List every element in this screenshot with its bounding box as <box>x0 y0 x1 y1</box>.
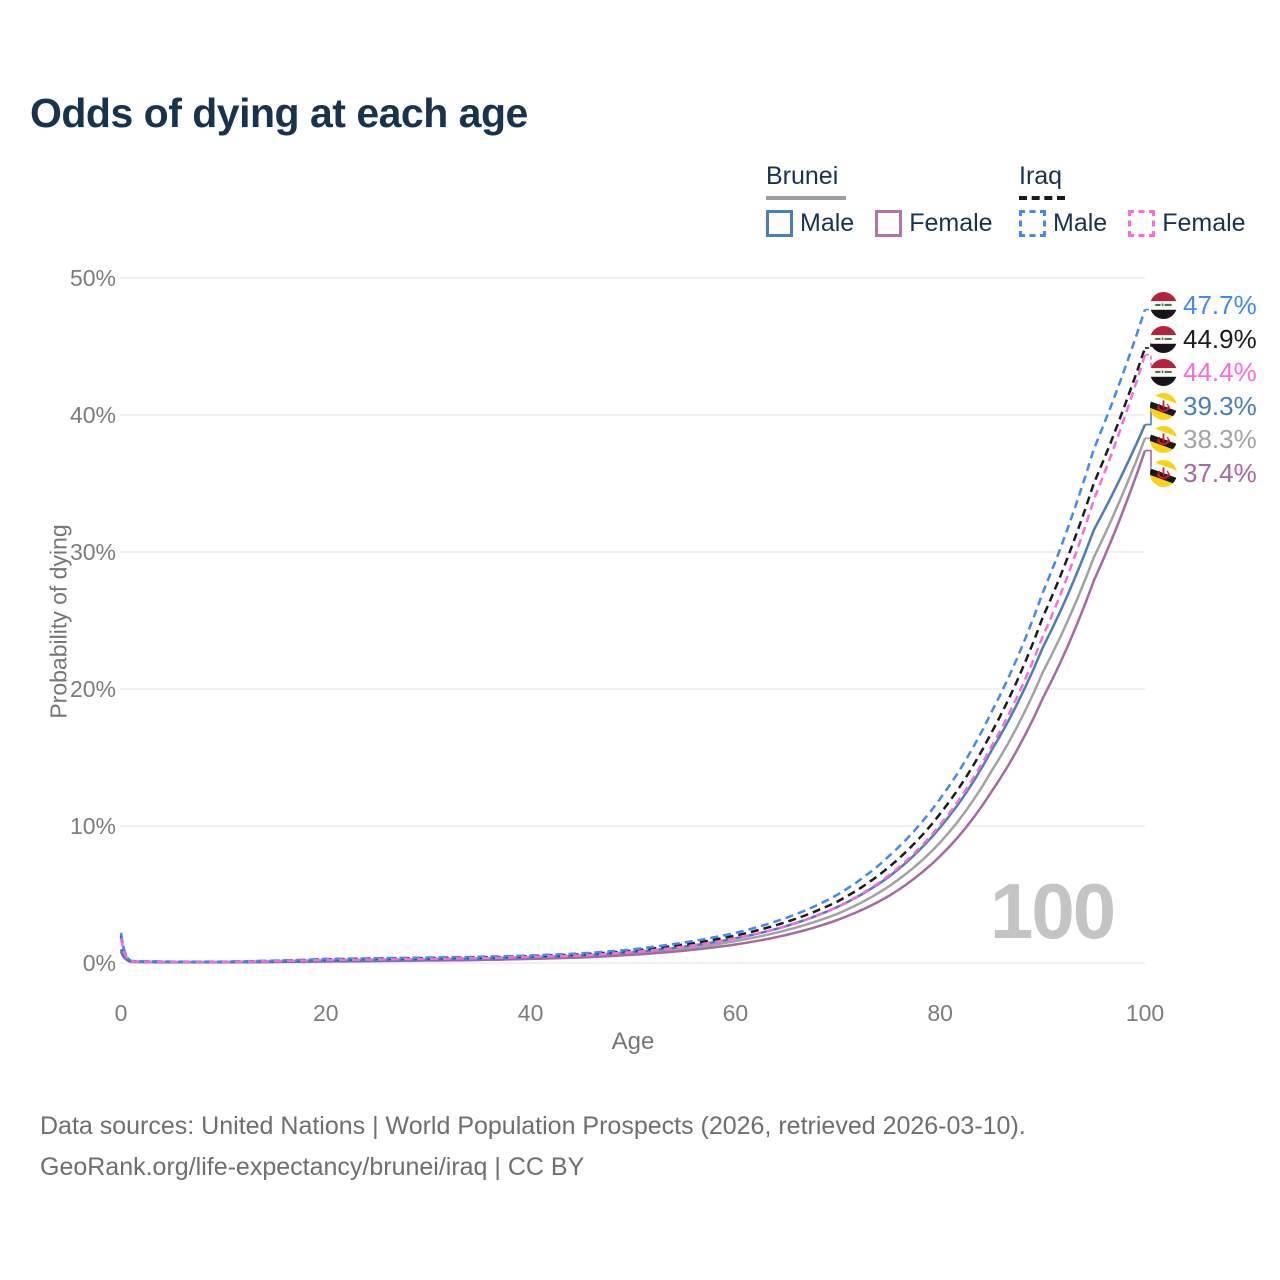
legend-header-brunei[interactable]: Brunei <box>766 162 839 190</box>
x-tick-labels: 0 20 40 60 80 100 <box>115 1000 1165 1026</box>
brunei-flag-icon <box>1150 392 1177 420</box>
end-value-label: 47.7% <box>1183 290 1257 320</box>
data-source-line2: GeoRank.org/life-expectancy/brunei/iraq … <box>40 1152 585 1181</box>
data-source-line1: Data sources: United Nations | World Pop… <box>40 1112 1026 1140</box>
y-tick-label: 30% <box>70 539 116 565</box>
legend-item-iraq-male[interactable]: Male <box>1019 209 1107 238</box>
x-tick-label: 40 <box>518 1000 544 1026</box>
iraq-flag-icon <box>1150 325 1177 353</box>
x-tick-label: 0 <box>115 1000 128 1026</box>
age-watermark: 100 <box>990 867 1116 955</box>
brunei-flag-icon <box>1150 426 1177 453</box>
series-line-iraq[interactable] <box>119 347 1147 964</box>
y-tick-labels: 0% 10% 20% 30% 40% 50% <box>70 265 116 976</box>
end-value-label: 44.9% <box>1183 323 1257 354</box>
end-value-label: 44.4% <box>1183 357 1257 387</box>
legend-group-iraq: Iraq Male Female <box>1019 162 1267 238</box>
legend-label: Female <box>909 209 993 237</box>
legend-underline-iraq <box>1019 196 1065 200</box>
end-label-iraq[interactable]: 44.9% <box>1150 323 1257 354</box>
x-tick-label: 20 <box>313 1000 339 1026</box>
series-lines <box>119 309 1147 964</box>
series-line-brunei[interactable] <box>119 437 1147 964</box>
end-label-iraq-female[interactable]: 44.4% <box>1150 357 1257 387</box>
series-line-brunei-male[interactable] <box>119 424 1147 964</box>
x-tick-label: 100 <box>1126 1000 1164 1026</box>
end-label-brunei[interactable]: 38.3% <box>1150 424 1257 454</box>
series-line-iraq-female[interactable] <box>119 354 1147 964</box>
x-tick-label: 60 <box>723 1000 749 1026</box>
legend-item-brunei-female[interactable]: Female <box>875 209 993 238</box>
chart-title: Odds of dying at each age <box>30 90 528 136</box>
brunei-male-swatch-icon <box>766 210 793 237</box>
gridlines <box>120 277 1145 964</box>
iraq-flag-icon <box>1150 292 1177 319</box>
y-tick-label: 40% <box>70 402 116 428</box>
end-label-iraq-male[interactable]: 47.7% <box>1150 290 1257 320</box>
y-tick-label: 20% <box>70 676 116 702</box>
brunei-flag-icon <box>1150 459 1177 487</box>
iraq-female-swatch-icon <box>1128 210 1156 237</box>
connector-iraq-female <box>1145 353 1155 374</box>
legend-underline-brunei <box>766 196 846 200</box>
x-tick-label: 80 <box>927 1000 953 1026</box>
end-value-label: 37.4% <box>1183 457 1257 488</box>
end-value-label: 39.3% <box>1183 390 1257 421</box>
series-line-brunei-female[interactable] <box>119 450 1147 964</box>
legend-header-iraq[interactable]: Iraq <box>1019 162 1063 190</box>
end-value-label: 38.3% <box>1183 424 1257 454</box>
end-label-brunei-male[interactable]: 39.3% <box>1150 390 1257 421</box>
brunei-female-swatch-icon <box>875 210 903 237</box>
legend-item-brunei-male[interactable]: Male <box>766 209 854 238</box>
legend-label: Male <box>800 209 855 237</box>
y-tick-label: 0% <box>83 950 116 976</box>
iraq-flag-icon <box>1150 359 1177 386</box>
end-label-brunei-female[interactable]: 37.4% <box>1150 457 1257 488</box>
data-source-note: Data sources: United Nations | World Pop… <box>40 1106 1220 1187</box>
legend-label: Male <box>1053 209 1108 237</box>
legend-group-brunei: Brunei Male Female <box>766 162 1014 238</box>
y-tick-label: 50% <box>70 265 116 291</box>
y-tick-label: 10% <box>70 813 116 839</box>
legend-item-iraq-female[interactable]: Female <box>1128 209 1246 238</box>
legend-label: Female <box>1162 209 1246 237</box>
iraq-male-swatch-icon <box>1019 210 1046 237</box>
series-line-iraq-male[interactable] <box>119 309 1147 963</box>
x-axis-title: Age <box>611 1028 655 1055</box>
